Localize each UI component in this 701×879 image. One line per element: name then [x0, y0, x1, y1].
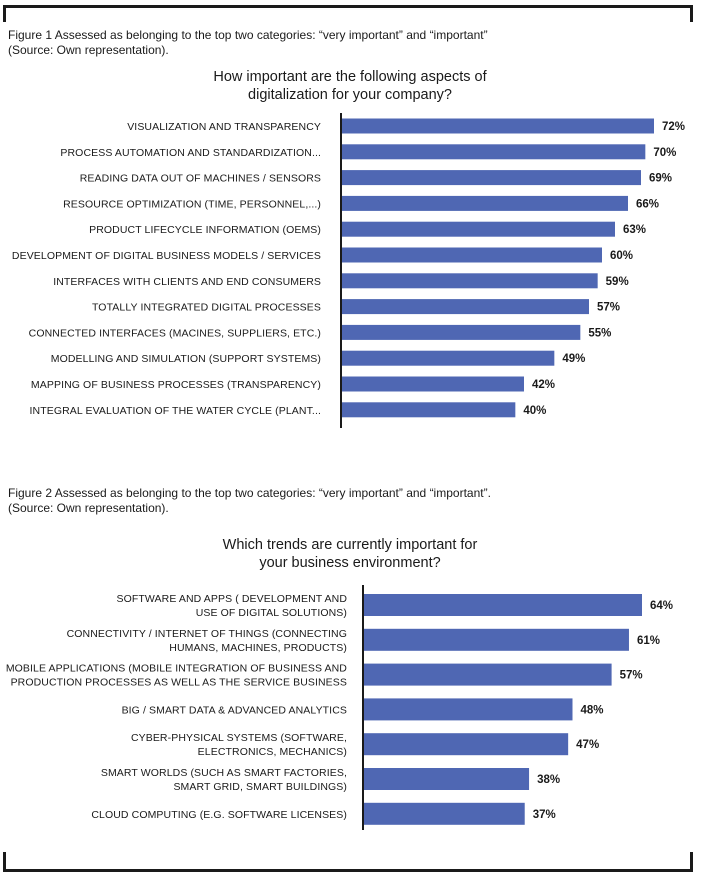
category-label: PRODUCT LIFECYCLE INFORMATION (OEMS) — [89, 224, 321, 236]
category-label: SMART GRID, SMART BUILDINGS) — [173, 781, 347, 793]
value-label: 49% — [562, 353, 585, 365]
value-label: 59% — [606, 276, 629, 288]
category-label: TOTALLY INTEGRATED DIGITAL PROCESSES — [92, 302, 321, 314]
bar — [342, 221, 615, 237]
figure1-caption-line1: Figure 1 Assessed as belonging to the to… — [8, 28, 488, 42]
value-label: 57% — [620, 670, 643, 682]
bar — [364, 733, 569, 756]
bar — [342, 273, 598, 289]
bar — [342, 170, 641, 186]
bar — [342, 118, 654, 134]
frame-top-border — [3, 5, 693, 22]
value-label: 70% — [653, 147, 676, 159]
bar — [364, 698, 573, 721]
bar — [364, 628, 629, 651]
figure2-title-line2: your business environment? — [259, 555, 441, 571]
figure2-caption-line1: Figure 2 Assessed as belonging to the to… — [8, 486, 491, 500]
category-label: CONNECTIVITY / INTERNET OF THINGS (CONNE… — [67, 628, 347, 640]
category-label: INTEGRAL EVALUATION OF THE WATER CYCLE (… — [30, 405, 321, 417]
category-label: MAPPING OF BUSINESS PROCESSES (TRANSPARE… — [31, 379, 321, 391]
bar — [364, 802, 525, 825]
category-label: SMART WORLDS (SUCH AS SMART FACTORIES, — [101, 767, 347, 779]
bar — [342, 195, 628, 211]
value-label: 69% — [649, 173, 672, 185]
value-label: 66% — [636, 198, 659, 210]
category-label: BIG / SMART DATA & ADVANCED ANALYTICS — [122, 704, 347, 716]
figure1-chart-title: How important are the following aspects … — [150, 68, 550, 104]
category-label: PROCESS AUTOMATION AND STANDARDIZATION..… — [60, 147, 321, 159]
category-label: MODELLING AND SIMULATION (SUPPORT SYSTEM… — [51, 353, 321, 365]
figure1-bar-chart: 72% VISUALIZATION AND TRANSPARENCY 70% PROC… — [12, 113, 685, 428]
figure1-title-line1: How important are the following aspects … — [213, 69, 487, 85]
bar — [342, 144, 646, 160]
value-label: 60% — [610, 250, 633, 262]
category-label: ELECTRONICS, MECHANICS) — [198, 746, 347, 758]
value-label: 61% — [637, 635, 660, 647]
category-label: CLOUD COMPUTING (E.G. SOFTWARE LICENSES) — [91, 809, 347, 821]
figure2-chart-title: Which trends are currently important for… — [150, 536, 550, 572]
category-label: CONNECTED INTERFACES (MACINES, SUPPLIERS… — [29, 327, 321, 339]
category-label: USE OF DIGITAL SOLUTIONS) — [196, 607, 347, 619]
value-label: 72% — [662, 121, 685, 133]
category-label: PRODUCTION PROCESSES AS WELL AS THE SERV… — [11, 677, 347, 689]
value-label: 40% — [523, 405, 546, 417]
value-label: 57% — [597, 302, 620, 314]
category-label: RESOURCE OPTIMIZATION (TIME, PERSONNEL,.… — [63, 198, 321, 210]
bar — [342, 402, 516, 418]
figure1-caption-line2: (Source: Own representation). — [8, 43, 169, 57]
figure2-title-line1: Which trends are currently important for — [222, 537, 478, 553]
figure2-caption: Figure 2 Assessed as belonging to the to… — [8, 486, 491, 516]
value-label: 64% — [650, 600, 673, 612]
value-label: 42% — [532, 379, 555, 391]
figure2-caption-line2: (Source: Own representation). — [8, 501, 169, 515]
category-label: DEVELOPMENT OF DIGITAL BUSINESS MODELS /… — [12, 250, 321, 262]
bar — [342, 376, 524, 392]
frame-bottom-border — [3, 852, 693, 872]
value-label: 48% — [581, 704, 604, 716]
figure1-title-line2: digitalization for your company? — [248, 87, 452, 103]
value-label: 47% — [576, 739, 599, 751]
bar — [364, 594, 642, 616]
value-label: 38% — [537, 774, 560, 786]
bar — [342, 299, 589, 315]
bar — [364, 768, 530, 790]
category-label: MOBILE APPLICATIONS (MOBILE INTEGRATION … — [6, 663, 347, 675]
category-label: INTERFACES WITH CLIENTS AND END CONSUMER… — [53, 276, 321, 288]
bar — [364, 663, 612, 686]
category-label: HUMANS, MACHINES, PRODUCTS) — [169, 642, 347, 654]
category-label: CYBER-PHYSICAL SYSTEMS (SOFTWARE, — [131, 732, 347, 744]
category-label: READING DATA OUT OF MACHINES / SENSORS — [80, 173, 321, 185]
bar — [342, 247, 602, 263]
value-label: 55% — [588, 327, 611, 339]
value-label: 37% — [533, 809, 556, 821]
bar — [342, 324, 581, 340]
category-label: SOFTWARE AND APPS ( DEVELOPMENT AND — [117, 593, 348, 605]
bar — [342, 350, 555, 366]
figure1-caption: Figure 1 Assessed as belonging to the to… — [8, 28, 488, 58]
category-label: VISUALIZATION AND TRANSPARENCY — [127, 121, 321, 133]
value-label: 63% — [623, 224, 646, 236]
